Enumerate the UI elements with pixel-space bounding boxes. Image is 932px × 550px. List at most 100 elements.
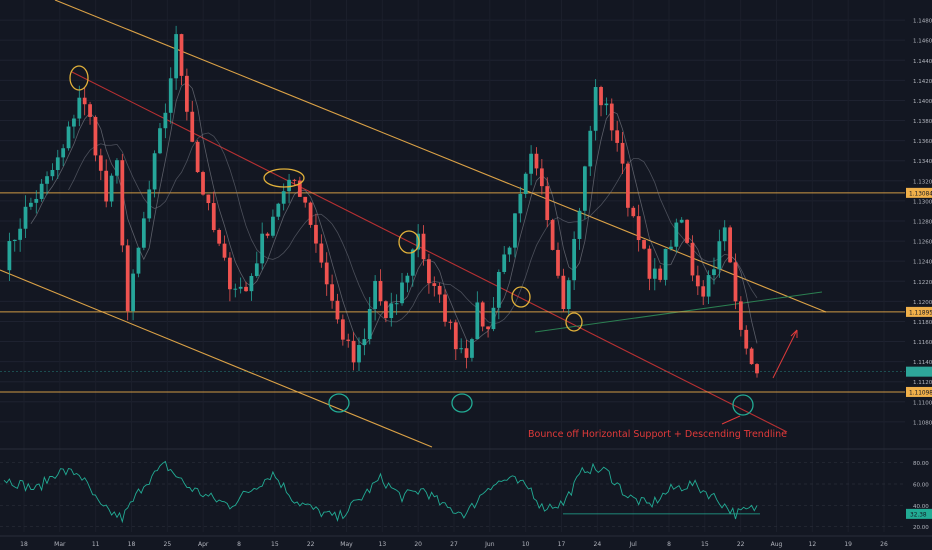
candle-body bbox=[647, 248, 652, 279]
candle-body bbox=[319, 243, 324, 263]
candle-body bbox=[642, 240, 646, 249]
price-tick-label: 1.12200 bbox=[913, 280, 932, 286]
touch-circle-yellow bbox=[398, 230, 420, 254]
annotation-group: Bounce off Horizontal Support + Descendi… bbox=[528, 429, 787, 440]
candle-body bbox=[728, 227, 732, 263]
candle-body bbox=[400, 282, 404, 304]
time-tick-label: 22 bbox=[307, 541, 315, 548]
candle-body bbox=[98, 155, 103, 171]
candle-body bbox=[583, 166, 587, 211]
candle-body bbox=[222, 243, 227, 258]
candle-body bbox=[292, 179, 297, 181]
candle-body bbox=[131, 273, 135, 312]
candle-body bbox=[34, 198, 39, 203]
time-tick-label: 19 bbox=[844, 541, 852, 548]
candle-body bbox=[604, 103, 609, 106]
candle-body bbox=[507, 247, 512, 255]
candle-body bbox=[459, 348, 464, 350]
candle-body bbox=[513, 213, 517, 248]
candle-body bbox=[61, 148, 66, 158]
candle-body bbox=[491, 307, 496, 330]
candle-body bbox=[308, 202, 313, 225]
candle-body bbox=[190, 111, 195, 142]
price-candles bbox=[7, 25, 759, 378]
candle-body bbox=[254, 263, 259, 276]
candle-body bbox=[12, 239, 17, 242]
price-tick-label: 1.13600 bbox=[913, 139, 932, 145]
time-tick-label: 18 bbox=[128, 541, 136, 548]
candle-body bbox=[233, 288, 238, 290]
touch-circle-green bbox=[451, 393, 473, 413]
candle-body bbox=[453, 322, 458, 350]
touch-circle-yellow bbox=[69, 65, 89, 91]
candle-body bbox=[66, 126, 71, 149]
candle-body bbox=[340, 319, 345, 340]
price-tick-label: 1.11000 bbox=[913, 400, 932, 406]
moving-average-fast bbox=[30, 82, 758, 346]
candle-body bbox=[620, 142, 625, 164]
candle-body bbox=[271, 216, 275, 236]
candle-body bbox=[346, 339, 351, 341]
candle-body bbox=[228, 257, 232, 290]
candle-body bbox=[432, 283, 437, 286]
candle-body bbox=[362, 339, 367, 346]
candle-body bbox=[733, 262, 738, 302]
candle-body bbox=[389, 303, 394, 319]
candle-body bbox=[104, 170, 109, 202]
price-tick-label: 1.13400 bbox=[913, 159, 932, 165]
candle-body bbox=[201, 172, 205, 195]
candle-body bbox=[50, 169, 55, 177]
time-tick-label: 15 bbox=[701, 541, 709, 548]
candle-body bbox=[335, 300, 340, 320]
candle-body bbox=[749, 348, 754, 365]
time-tick-label: 8 bbox=[667, 541, 671, 548]
candle-body bbox=[82, 97, 87, 105]
candle-body bbox=[184, 75, 189, 112]
oscillator-tick-label: 20.00 bbox=[913, 525, 929, 531]
time-tick-label: Mar bbox=[54, 541, 66, 548]
time-tick-label: 15 bbox=[271, 541, 279, 548]
candle-body bbox=[448, 321, 453, 323]
time-tick-label: 18 bbox=[20, 541, 28, 548]
candle-body bbox=[29, 202, 33, 207]
candle-body bbox=[427, 259, 431, 284]
candle-body bbox=[211, 203, 216, 230]
candle-body bbox=[39, 183, 44, 199]
oscillator-value-label: 32.38 bbox=[910, 512, 927, 518]
candle-body bbox=[158, 128, 162, 154]
candle-body bbox=[18, 228, 23, 240]
oscillator-tick-label: 40.00 bbox=[913, 504, 929, 510]
candle-body bbox=[556, 249, 560, 276]
price-tick-label: 1.10800 bbox=[913, 420, 932, 426]
candle-body bbox=[755, 364, 759, 374]
candle-body bbox=[410, 249, 415, 276]
candle-body bbox=[593, 87, 598, 131]
oscillator-line bbox=[3, 460, 758, 524]
candle-body bbox=[717, 241, 722, 270]
candle-body bbox=[206, 194, 211, 204]
candle-body bbox=[314, 224, 318, 244]
arrow-head bbox=[790, 329, 798, 338]
time-tick-label: 11 bbox=[92, 541, 100, 548]
candle-body bbox=[195, 141, 200, 173]
candle-body bbox=[125, 245, 130, 312]
candle-body bbox=[260, 233, 265, 264]
price-axis[interactable]: 1.14800 1.14600 1.14400 1.14200 1.14000 1.138… bbox=[906, 0, 932, 448]
oscillator-tick-label: 80.00 bbox=[913, 461, 929, 467]
candle-body bbox=[238, 286, 243, 289]
time-tick-label: 25 bbox=[164, 541, 172, 548]
price-level-badge bbox=[906, 386, 932, 397]
candle-body bbox=[738, 301, 743, 330]
candle-body bbox=[566, 280, 571, 310]
time-tick-label: 10 bbox=[522, 541, 530, 548]
time-tick-label: 22 bbox=[737, 541, 745, 548]
time-axis[interactable]: 18 Mar 11 18 25 Apr 8 15 22 May 13 20 27 Jun 10 17 24 Jul… bbox=[0, 535, 932, 548]
candle-body bbox=[669, 246, 673, 249]
candle-body bbox=[722, 227, 727, 242]
time-tick-label: 13 bbox=[379, 541, 387, 548]
candle-body bbox=[695, 275, 700, 287]
moving-average-slow bbox=[68, 132, 758, 325]
candle-body bbox=[265, 233, 270, 236]
candle-body bbox=[324, 262, 329, 285]
